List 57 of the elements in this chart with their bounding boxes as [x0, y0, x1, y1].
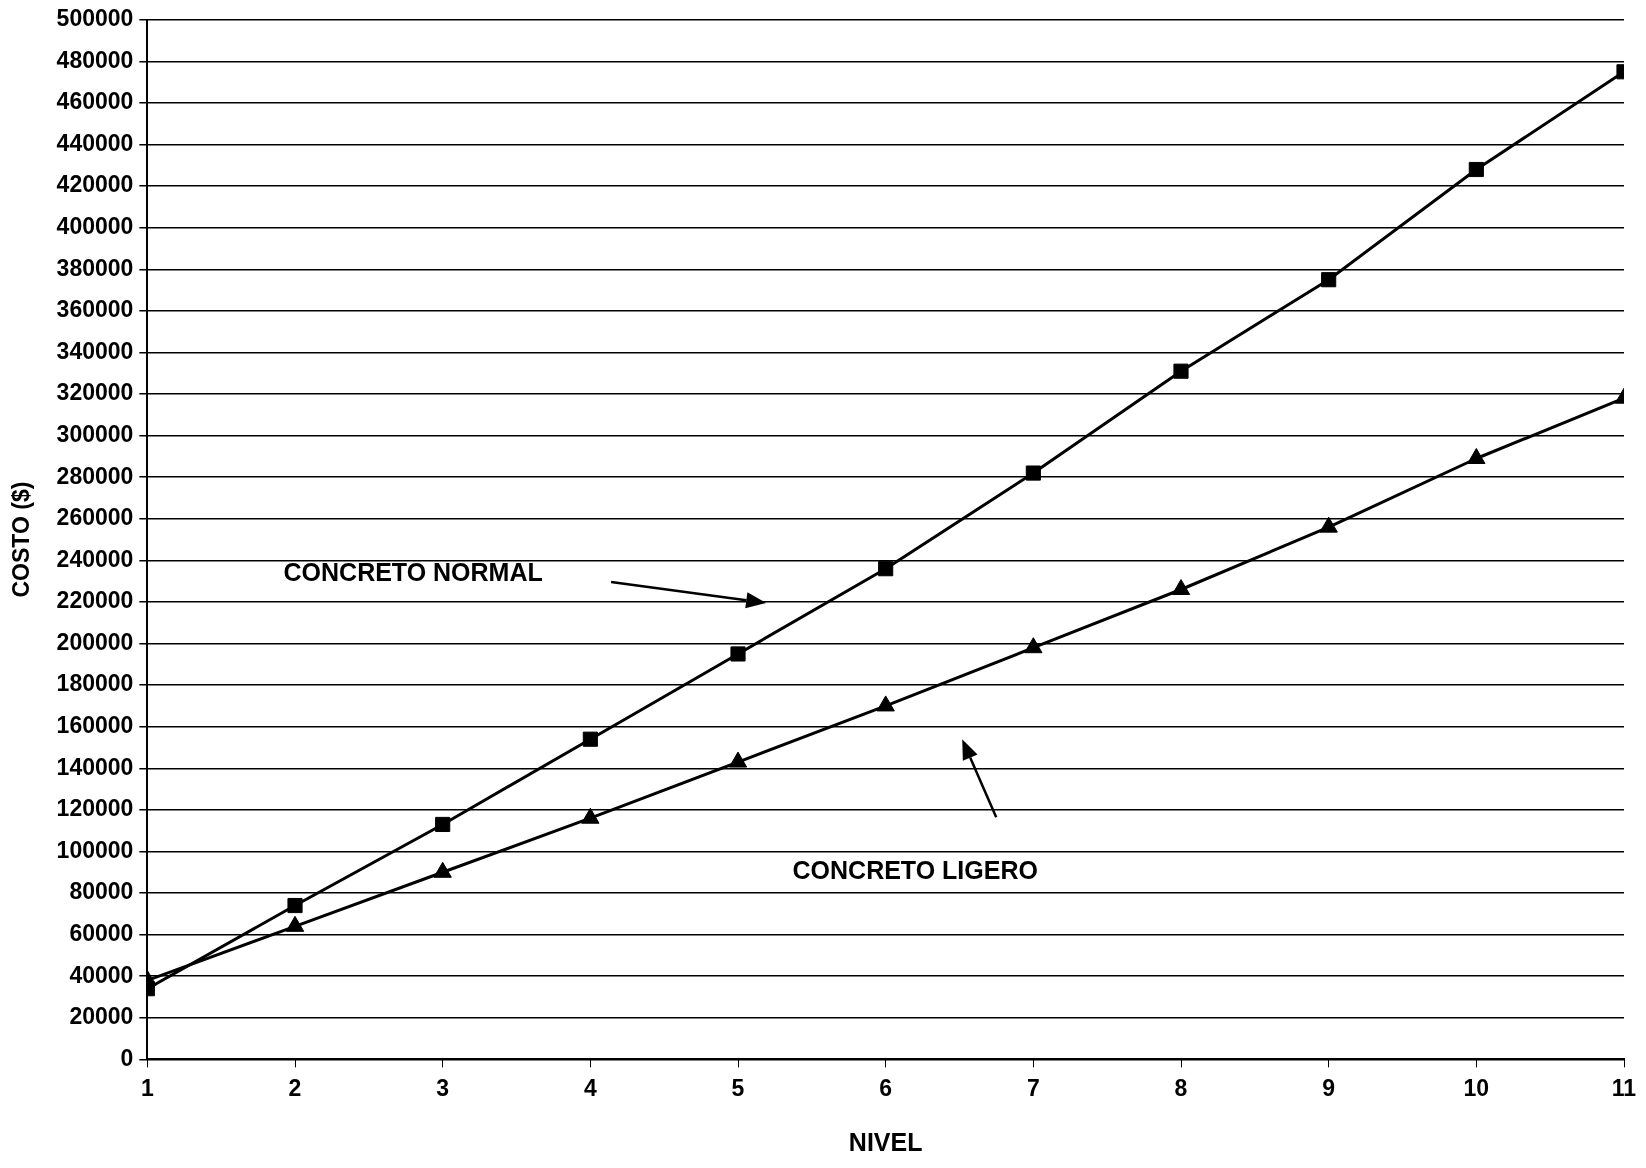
point — [876, 695, 895, 712]
y-tick-label: 60000 — [69, 919, 134, 946]
point — [582, 731, 598, 747]
y-tick-label: 180000 — [56, 670, 134, 697]
y-tick-label: 340000 — [56, 337, 134, 364]
y-tick-label: 480000 — [56, 46, 134, 73]
x-tick-label: 4 — [583, 1074, 597, 1101]
x-tick-label: 7 — [1026, 1074, 1040, 1101]
point — [1024, 637, 1043, 654]
x-tick-label: 5 — [731, 1074, 745, 1101]
point — [728, 751, 748, 768]
point — [1173, 363, 1189, 379]
y-tick-label: 200000 — [56, 628, 134, 655]
point — [1467, 448, 1486, 465]
y-tick-label: 40000 — [69, 961, 134, 988]
x-tick-label: 9 — [1322, 1074, 1336, 1101]
y-tick-label: 300000 — [56, 420, 134, 447]
y-tick-label: 360000 — [56, 296, 134, 323]
x-tick-label: 1 — [140, 1074, 154, 1101]
point — [730, 646, 746, 662]
y-tick-label: 380000 — [56, 254, 134, 281]
y-tick-label: 440000 — [56, 129, 134, 156]
point — [1025, 465, 1041, 481]
x-tick-label: 2 — [288, 1074, 302, 1101]
y-tick-label: 420000 — [56, 171, 134, 198]
point — [878, 561, 894, 577]
x-tick-label: 11 — [1611, 1074, 1637, 1101]
y-tick-label: 280000 — [56, 462, 134, 489]
y-tick-label: 320000 — [56, 379, 134, 406]
y-tick-label: 220000 — [56, 587, 134, 614]
annotation: CONCRETO LIGERO — [792, 856, 1038, 885]
x-tick-label: 6 — [879, 1074, 893, 1101]
y-tick-label: 20000 — [69, 1003, 134, 1030]
y-tick-label: 240000 — [56, 545, 134, 572]
x-axis-title: NIVEL — [848, 1127, 923, 1156]
y-tick-label: 160000 — [56, 712, 134, 739]
x-tick-label: 8 — [1174, 1074, 1188, 1101]
point — [581, 807, 600, 824]
x-tick-label: 10 — [1463, 1074, 1490, 1101]
y-tick-label: 100000 — [56, 836, 134, 863]
y-tick-label: 400000 — [56, 213, 134, 240]
y-tick-label: 120000 — [56, 795, 134, 822]
point — [433, 861, 452, 878]
annotation: CONCRETO NORMAL — [283, 557, 543, 586]
y-axis-title: COSTO ($) — [8, 481, 35, 598]
y-tick-label: 500000 — [56, 5, 134, 32]
y-tick-label: 80000 — [69, 878, 134, 905]
point — [285, 915, 305, 932]
y-tick-label: 460000 — [56, 88, 134, 115]
y-tick-label: 140000 — [56, 753, 134, 780]
point — [1319, 516, 1338, 533]
point — [1468, 161, 1484, 178]
point — [1171, 579, 1191, 595]
y-tick-label: 0 — [120, 1044, 134, 1071]
x-tick-label: 3 — [436, 1074, 450, 1101]
y-tick-label: 260000 — [56, 504, 134, 531]
point — [1321, 272, 1337, 288]
